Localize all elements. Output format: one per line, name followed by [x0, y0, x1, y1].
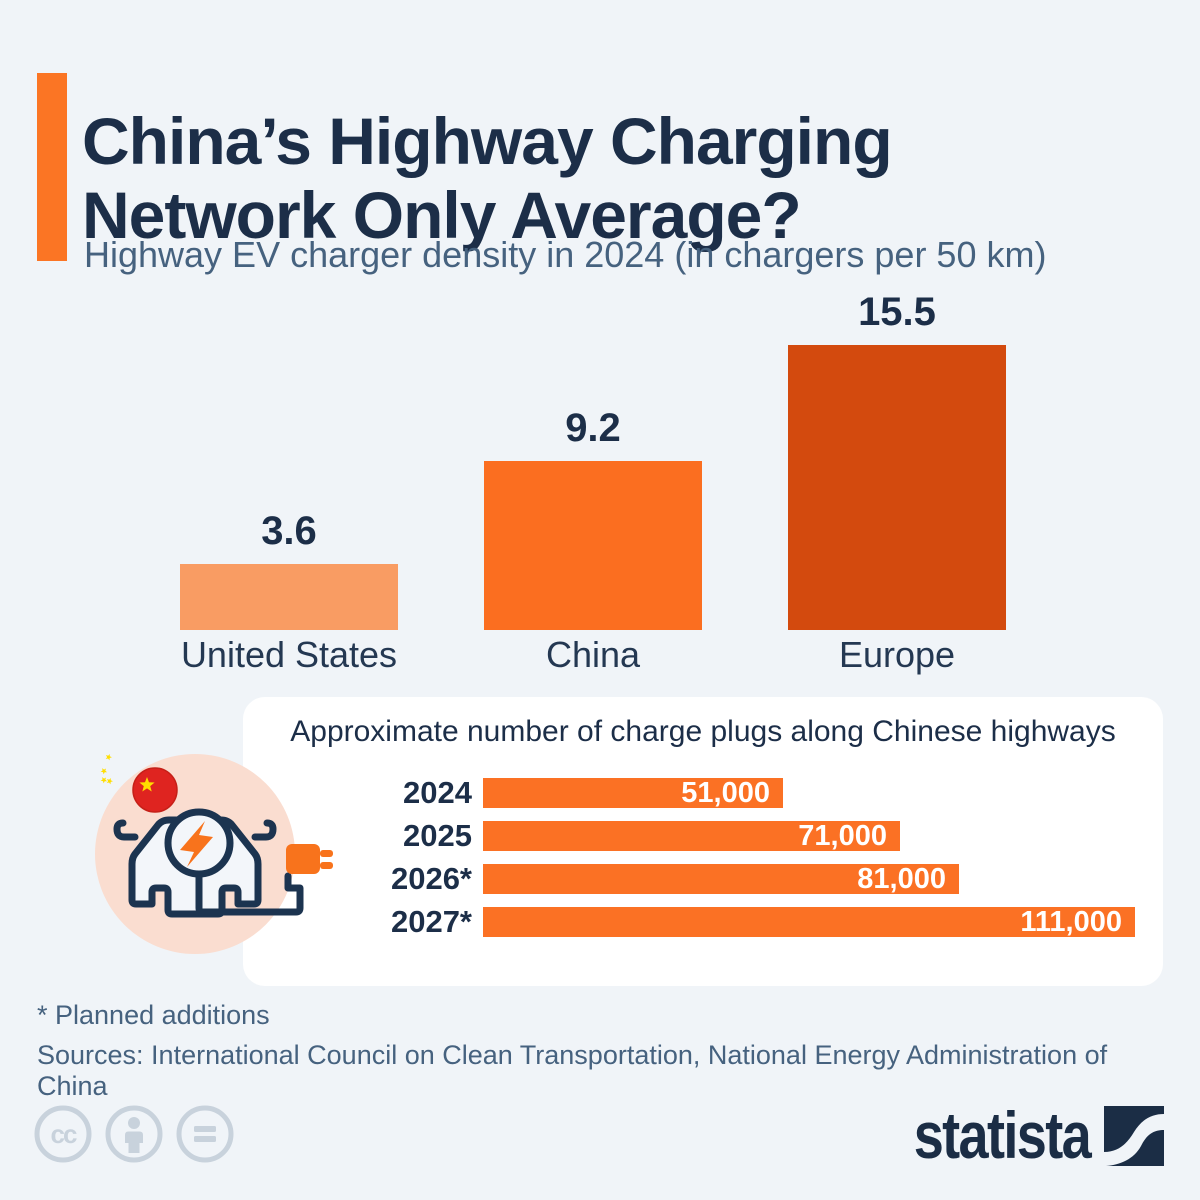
density-bar-china [484, 461, 702, 630]
page-title: China’s Highway Charging Network Only Av… [82, 104, 893, 253]
ev-car-icon [113, 808, 304, 918]
attribution-person-icon [105, 1105, 163, 1163]
density-value-label-united-states: 3.6 [261, 509, 317, 553]
plugs-bar-2025: 71,000 [483, 819, 900, 852]
density-value-label-china: 9.2 [565, 406, 621, 450]
charge-plugs-card-title: Approximate number of charge plugs along… [290, 715, 1116, 748]
density-bar-united-states [180, 564, 398, 630]
year-label-2025: 2025 [403, 818, 472, 853]
plugs-bar-2027: 111,000 [483, 905, 1135, 938]
density-category-label-china: China [545, 634, 641, 675]
statista-wordmark: statista [913, 1098, 1092, 1172]
statista-logo[interactable]: statista [875, 1096, 1164, 1172]
density-category-label-europe: Europe [838, 634, 956, 675]
density-bar-europe [788, 345, 1006, 630]
year-label-2026: 2026* [390, 861, 472, 896]
plugs-value-label-2027: 111,000 [1020, 905, 1122, 938]
density-value-label-europe: 15.5 [858, 290, 936, 334]
plugs-value-label-2024: 51,000 [681, 776, 770, 809]
china-flag-icon [99, 752, 178, 813]
statista-logo-mark [1104, 1106, 1164, 1166]
plugs-value-label-2025: 71,000 [798, 819, 887, 852]
footnote-planned-additions: * Planned additions [37, 1000, 270, 1030]
page-subtitle: Highway EV charger density in 2024 (in c… [84, 234, 1047, 275]
plugs-bar-2024: 51,000 [483, 776, 783, 809]
year-label-2027: 2027* [390, 904, 472, 939]
charging-plug-icon [286, 844, 333, 874]
cc-license-icons[interactable]: cc [33, 1104, 238, 1164]
charging-cable [195, 870, 304, 916]
density-category-label-united-states: United States [180, 634, 398, 675]
ev-car-charging-china-icon [72, 736, 336, 971]
lightning-bolt-icon [180, 821, 213, 867]
plugs-bar-2026: 81,000 [483, 862, 959, 895]
svg-text:cc: cc [51, 1119, 77, 1149]
cc-icon [34, 1105, 92, 1163]
footnote-sources: Sources: International Council on Clean … [37, 1040, 1108, 1101]
equals-icon [176, 1105, 234, 1163]
year-label-2024: 2024 [403, 775, 472, 810]
title-accent-bar [37, 73, 67, 261]
plugs-value-label-2026: 81,000 [857, 862, 946, 895]
